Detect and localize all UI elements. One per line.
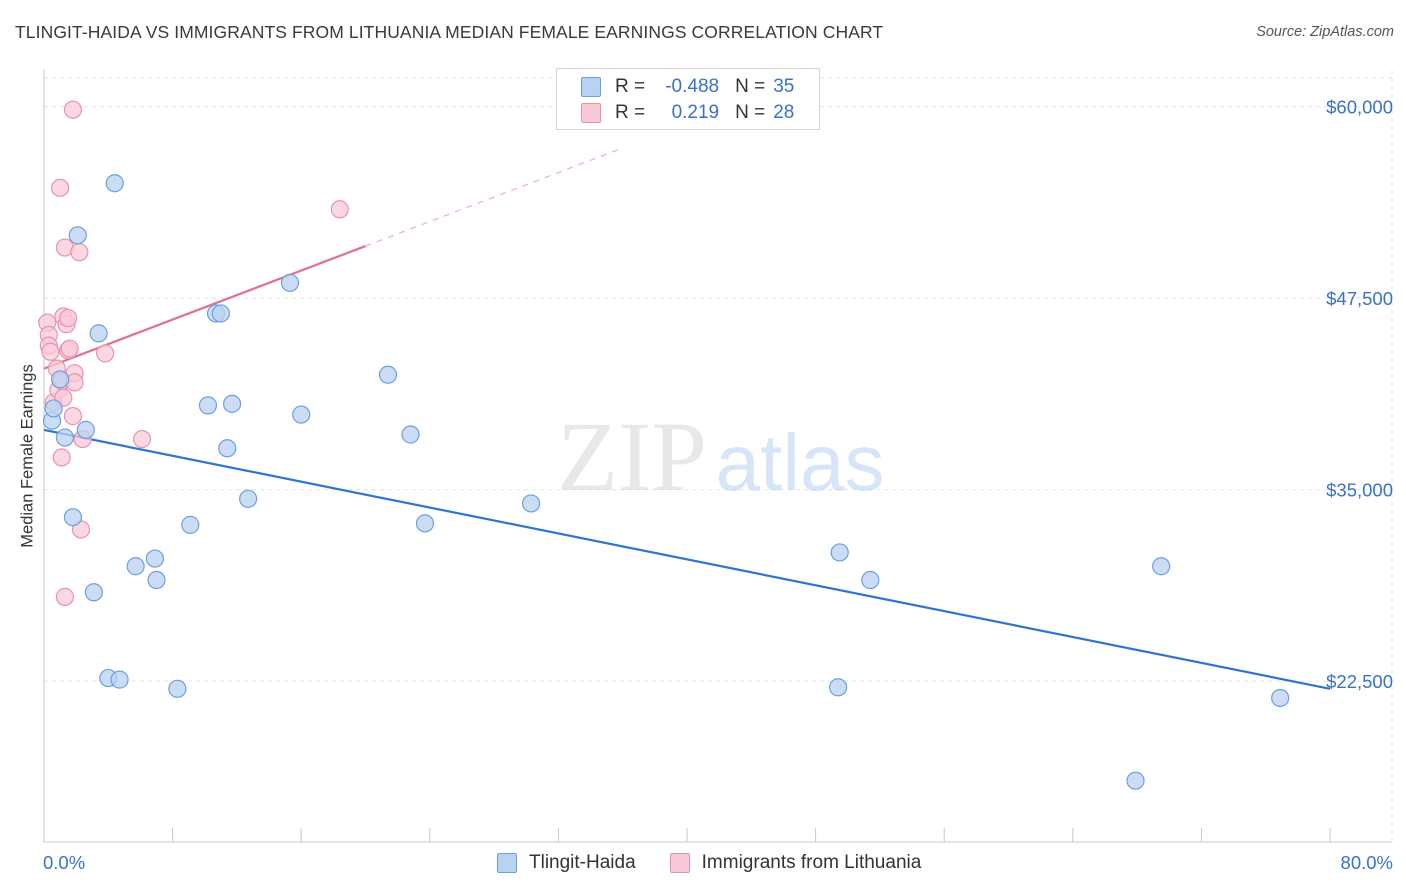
point-tlingit (292, 405, 311, 424)
point-tlingit (830, 543, 849, 562)
point-tlingit (211, 304, 230, 323)
point-lithuania (50, 178, 70, 197)
x-tick-label: 80.0% (1341, 852, 1393, 873)
point-tlingit (68, 226, 87, 245)
point-tlingit (1152, 557, 1171, 576)
swatch-lithuania (581, 103, 601, 123)
point-tlingit (401, 425, 420, 444)
chart-title: TLINGIT-HAIDA VS IMMIGRANTS FROM LITHUAN… (15, 22, 884, 42)
point-tlingit (63, 508, 83, 527)
watermark: ZIP atlas (557, 401, 884, 512)
point-lithuania (52, 448, 71, 467)
point-tlingit (280, 273, 300, 292)
legend-item-lithuania[interactable]: Immigrants from Lithuania (669, 852, 922, 874)
stats-row-tlingit: R = -0.488 N = 35 (581, 74, 794, 100)
point-lithuania (41, 342, 60, 361)
data-points (38, 100, 1290, 790)
point-lithuania (70, 243, 89, 262)
point-tlingit (55, 428, 74, 447)
r-label: R = (615, 76, 646, 97)
trend-line-tlingit (43, 428, 1331, 690)
n-label: N = (735, 76, 766, 97)
y-tick-label: $22,500 (1326, 671, 1393, 692)
point-tlingit (44, 399, 63, 418)
point-tlingit (147, 570, 166, 590)
legend-label: Immigrants from Lithuania (701, 852, 922, 873)
legend-item-tlingit[interactable]: Tlingit-Haida (497, 852, 636, 874)
point-tlingit (84, 583, 103, 602)
trend-line-lithuania-projection (365, 147, 623, 247)
point-tlingit (861, 570, 880, 590)
point-tlingit (415, 514, 435, 533)
point-tlingit (76, 420, 95, 439)
point-tlingit (1126, 771, 1145, 790)
point-lithuania (63, 100, 83, 119)
point-tlingit (218, 439, 237, 458)
point-tlingit (105, 174, 124, 193)
point-tlingit (89, 324, 108, 343)
point-lithuania (63, 407, 83, 426)
n-value: 35 (773, 76, 795, 97)
point-tlingit (126, 557, 145, 576)
source-credit: Source: ZipAtlas.com (1256, 24, 1394, 40)
swatch-tlingit (581, 77, 601, 97)
gridlines (44, 70, 1393, 842)
y-tick-label: $35,000 (1326, 480, 1393, 501)
point-tlingit (378, 365, 398, 384)
watermark-atlas: atlas (716, 418, 885, 507)
legend-label: Tlingit-Haida (529, 852, 636, 873)
point-tlingit (829, 678, 848, 697)
trend-line-lithuania (43, 245, 366, 370)
stats-row-lithuania: R = 0.219 N = 28 (581, 100, 794, 126)
point-lithuania (60, 339, 79, 358)
r-label: R = (615, 102, 646, 123)
point-tlingit (198, 396, 218, 415)
swatch-tlingit (497, 853, 517, 873)
point-tlingit (521, 494, 541, 513)
n-label: N = (735, 102, 766, 123)
y-tick-label: $47,500 (1326, 288, 1393, 309)
point-tlingit (222, 394, 242, 413)
point-tlingit (110, 670, 129, 689)
point-lithuania (132, 429, 152, 449)
r-value: 0.219 (671, 102, 720, 123)
point-lithuania (95, 344, 115, 363)
r-value: -0.488 (665, 76, 720, 97)
point-tlingit (1271, 688, 1290, 708)
watermark-zip: ZIP (557, 401, 707, 512)
tick-labels: $22,500 $35,000 $47,500 $60,000 0.0% 80.0% (43, 97, 1393, 873)
point-lithuania (55, 587, 74, 606)
x-tick-label: 0.0% (43, 852, 85, 873)
point-tlingit (181, 515, 200, 534)
n-value: 28 (773, 102, 795, 123)
axes (43, 70, 1392, 843)
swatch-lithuania (669, 853, 690, 873)
point-lithuania (59, 308, 78, 328)
series-legend: Tlingit-Haida Immigrants from Lithuania (497, 852, 955, 874)
point-tlingit (50, 370, 70, 389)
stats-legend: R = -0.488 N = 35 R = 0.219 N = 28 (556, 68, 820, 130)
y-tick-label: $60,000 (1326, 97, 1393, 118)
point-tlingit (168, 679, 187, 698)
point-tlingit (145, 549, 165, 568)
point-tlingit (239, 489, 258, 508)
point-lithuania (330, 200, 349, 219)
